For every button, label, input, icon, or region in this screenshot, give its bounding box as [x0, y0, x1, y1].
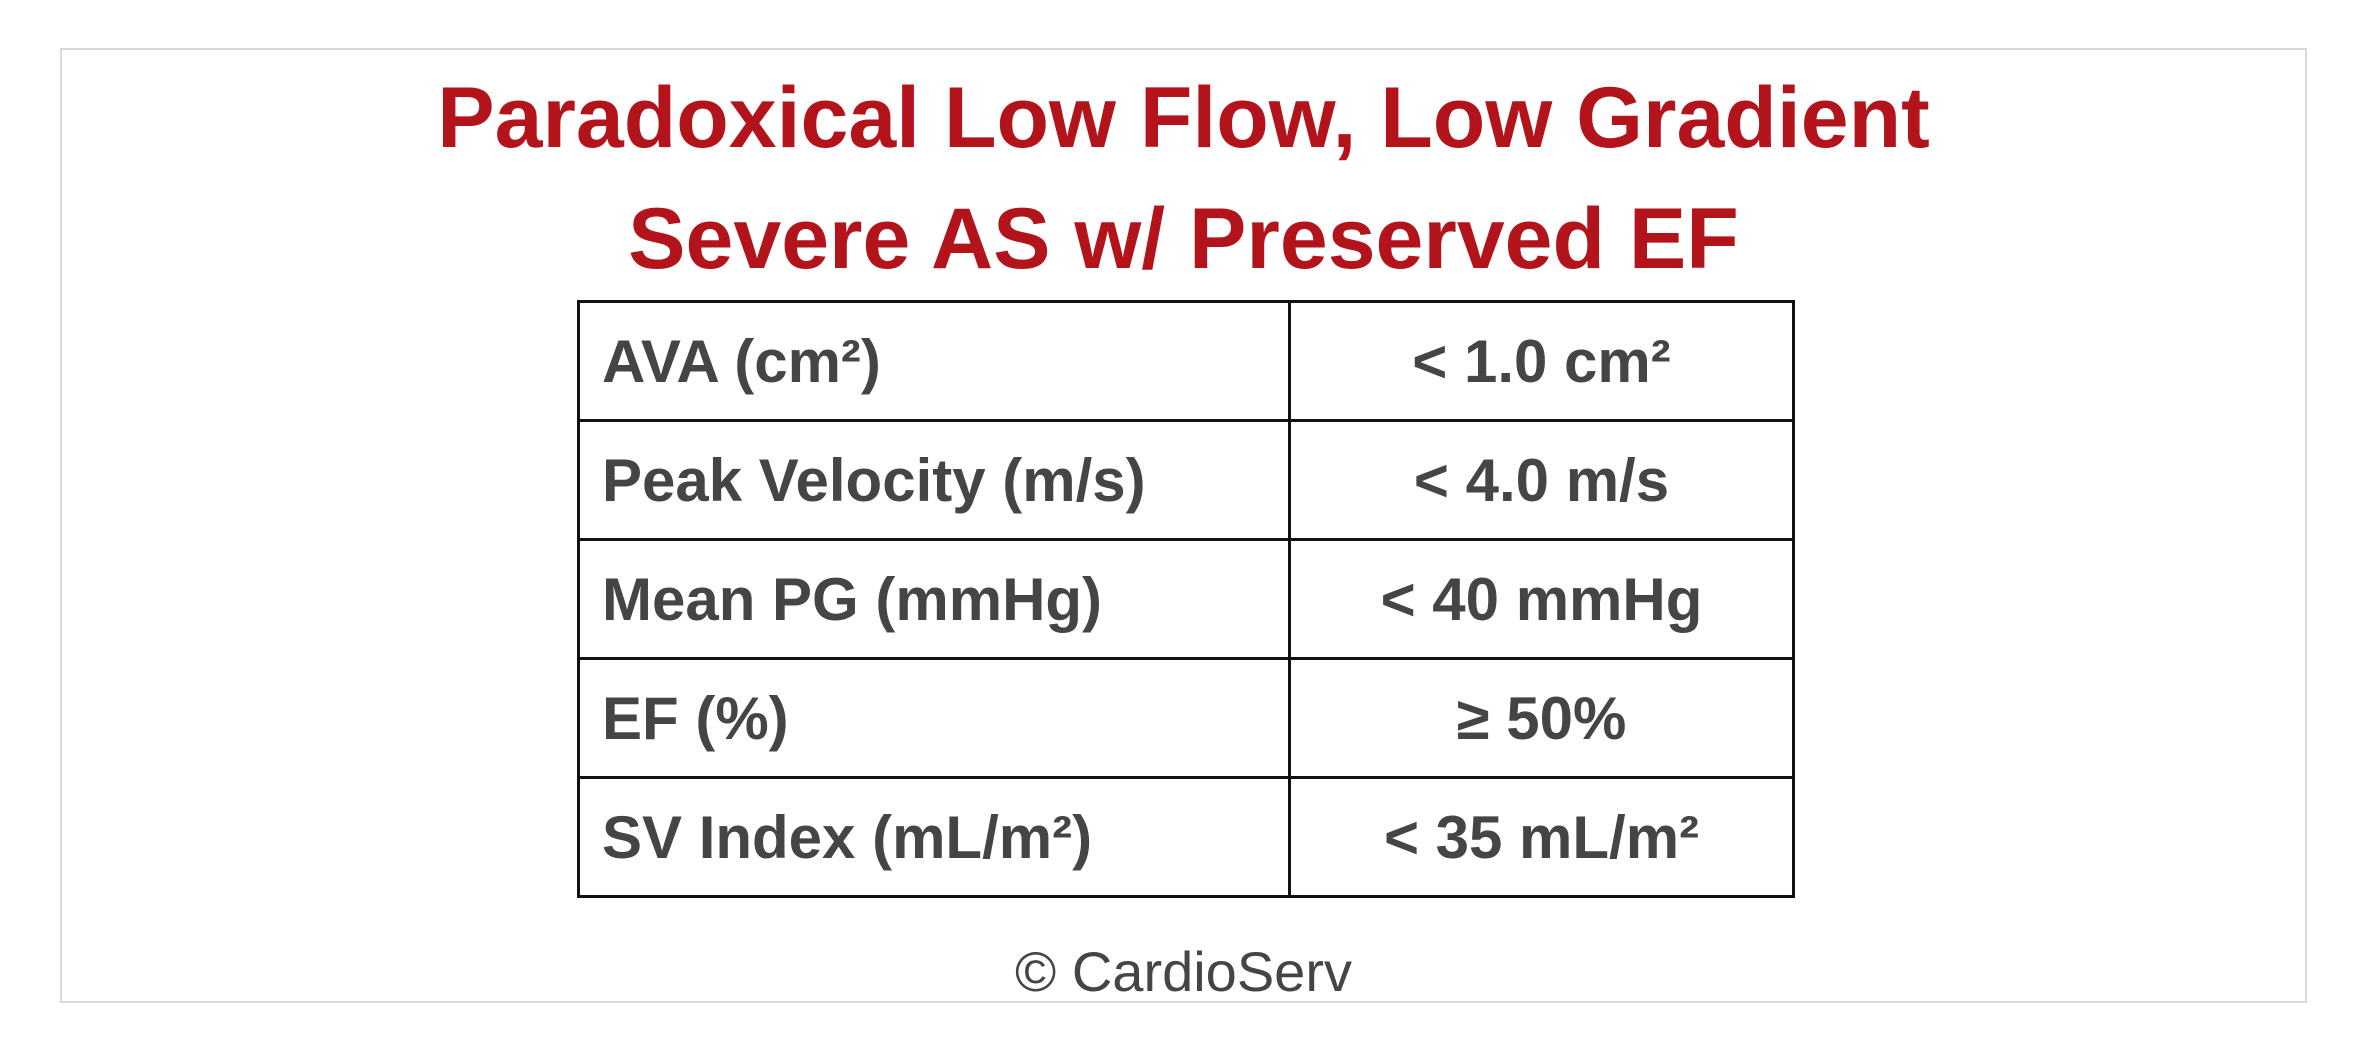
title-line: Paradoxical Low Flow, Low Gradient — [437, 70, 1930, 166]
parameter: AVA (cm²) — [577, 300, 1291, 422]
title-line: Severe AS w/ Preserved EF — [628, 191, 1739, 287]
table-row: EF (%) ≥ 50% — [577, 657, 1795, 779]
criteria-table: AVA (cm²) < 1.0 cm² Peak Velocity (m/s) < 4… — [577, 300, 1795, 898]
threshold: < 35 mL/m² — [1288, 776, 1795, 898]
parameter: EF (%) — [577, 657, 1291, 779]
parameter: SV Index (mL/m²) — [577, 776, 1291, 898]
threshold: < 1.0 cm² — [1288, 300, 1795, 422]
table-row: Peak Velocity (m/s) < 4.0 m/s — [577, 419, 1795, 541]
credit: © CardioServ — [1015, 940, 1352, 1003]
threshold: < 4.0 m/s — [1288, 419, 1795, 541]
threshold: ≥ 50% — [1288, 657, 1795, 779]
parameter: Peak Velocity (m/s) — [577, 419, 1291, 541]
parameter: Mean PG (mmHg) — [577, 538, 1291, 660]
frame — [60, 48, 2307, 1003]
table-row: SV Index (mL/m²) < 35 mL/m² — [577, 776, 1795, 898]
threshold: < 40 mmHg — [1288, 538, 1795, 660]
table-row: AVA (cm²) < 1.0 cm² — [577, 300, 1795, 422]
table-row: Mean PG (mmHg) < 40 mmHg — [577, 538, 1795, 660]
